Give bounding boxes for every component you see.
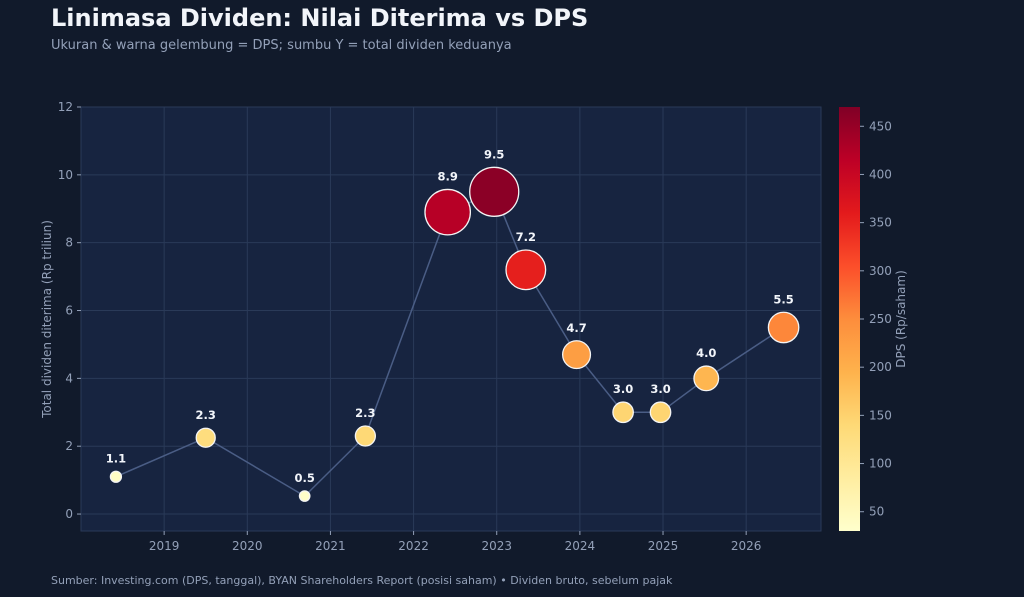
- data-label: 0.5: [294, 471, 314, 485]
- colorbar-tick-label: 100: [869, 457, 892, 471]
- bubble-point: [298, 490, 311, 502]
- colorbar: [839, 107, 860, 531]
- bubble-point: [469, 166, 520, 217]
- y-tick-label: 8: [65, 236, 73, 250]
- bubble-point: [562, 340, 592, 370]
- chart-subtitle: Ukuran & warna gelembung = DPS; sumbu Y …: [51, 38, 512, 53]
- colorbar-tick-label: 350: [869, 216, 892, 230]
- y-axis-label: Total dividen diterima (Rp triliun): [40, 220, 54, 419]
- bubble-point: [354, 425, 377, 447]
- x-tick-label: 2022: [398, 539, 429, 553]
- data-label: 4.7: [566, 321, 586, 335]
- x-tick-label: 2026: [731, 539, 762, 553]
- x-tick-label: 2024: [565, 539, 596, 553]
- colorbar-tick-label: 150: [869, 408, 892, 422]
- y-tick-label: 12: [58, 100, 73, 114]
- data-label: 8.9: [437, 169, 457, 183]
- y-tick-label: 10: [58, 168, 73, 182]
- x-tick-label: 2023: [481, 539, 512, 553]
- bubble-point: [612, 401, 634, 424]
- colorbar-label: DPS (Rp/saham): [894, 270, 908, 368]
- data-label: 4.0: [696, 346, 716, 360]
- bubble-point: [109, 470, 123, 483]
- data-label: 7.2: [516, 230, 536, 244]
- x-axis-ticks: 2019 2020 2021 2022 2023 2024 2025 2026: [149, 531, 762, 553]
- data-label: 3.0: [650, 382, 670, 396]
- data-label: 5.5: [773, 292, 793, 306]
- x-tick-label: 2025: [648, 539, 679, 553]
- colorbar-ticks: 50 100 150 200 250 300 350 400 450: [860, 119, 892, 519]
- colorbar-tick-label: 200: [869, 360, 892, 374]
- bubble-point: [195, 427, 216, 448]
- y-tick-label: 2: [65, 439, 73, 453]
- x-tick-label: 2021: [315, 539, 346, 553]
- y-tick-label: 0: [65, 507, 73, 521]
- data-label: 2.3: [355, 406, 375, 420]
- data-label: 3.0: [613, 382, 633, 396]
- data-label: 9.5: [484, 147, 504, 161]
- bubble-point: [767, 311, 800, 344]
- colorbar-tick-label: 300: [869, 264, 892, 278]
- bubble-point: [424, 188, 472, 236]
- plot-area: [80, 106, 822, 532]
- y-axis-ticks: 0 2 4 6 8 10 12: [58, 100, 81, 521]
- chart-title: Linimasa Dividen: Nilai Diterima vs DPS: [51, 4, 589, 32]
- colorbar-tick-label: 450: [869, 119, 892, 133]
- bubble-point: [505, 249, 547, 291]
- colorbar-tick-label: 250: [869, 312, 892, 326]
- colorbar-tick-label: 400: [869, 167, 892, 181]
- y-tick-label: 4: [65, 371, 73, 385]
- bubble-point: [649, 401, 672, 424]
- x-tick-label: 2020: [232, 539, 263, 553]
- bubble-point: [693, 365, 720, 392]
- x-tick-label: 2019: [149, 539, 180, 553]
- colorbar-tick-label: 50: [869, 505, 884, 519]
- data-label: 1.1: [106, 451, 126, 465]
- data-labels: 1.1 2.3 0.5 2.3 8.9 9.5 7.2 4.7 3.0 3.0 4.0 5.5: [106, 147, 794, 485]
- y-tick-label: 6: [65, 304, 73, 318]
- source-footnote: Sumber: Investing.com (DPS, tanggal), BY…: [51, 574, 673, 587]
- bubble-series: [109, 166, 800, 502]
- data-label: 2.3: [196, 408, 216, 422]
